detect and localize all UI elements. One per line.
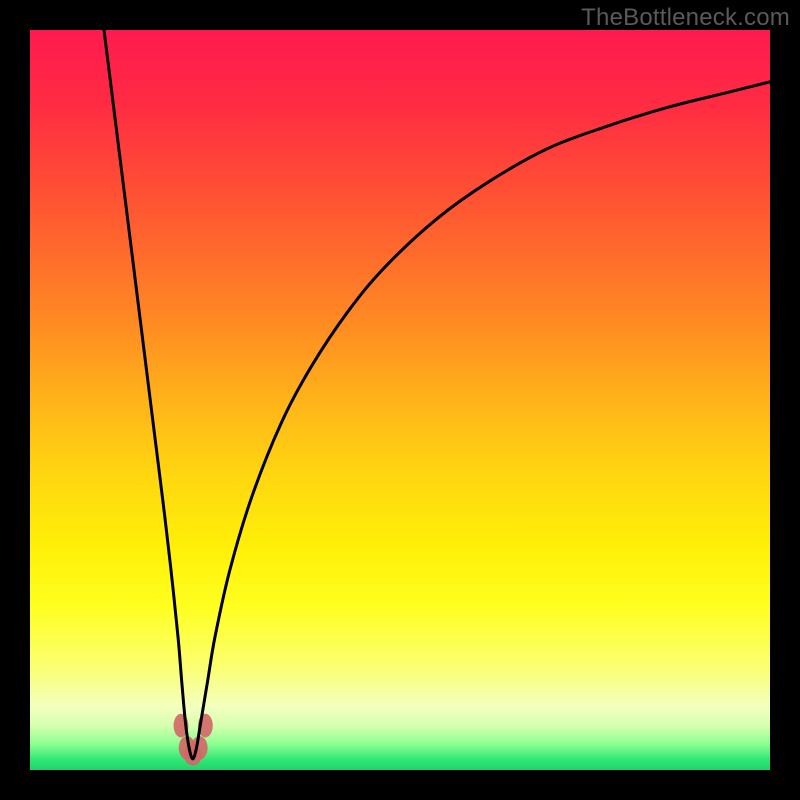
- chart-container: TheBottleneck.com: [0, 0, 800, 800]
- watermark-text: TheBottleneck.com: [581, 4, 790, 32]
- chart-plot-background: [30, 30, 770, 770]
- bottleneck-chart: [0, 0, 800, 800]
